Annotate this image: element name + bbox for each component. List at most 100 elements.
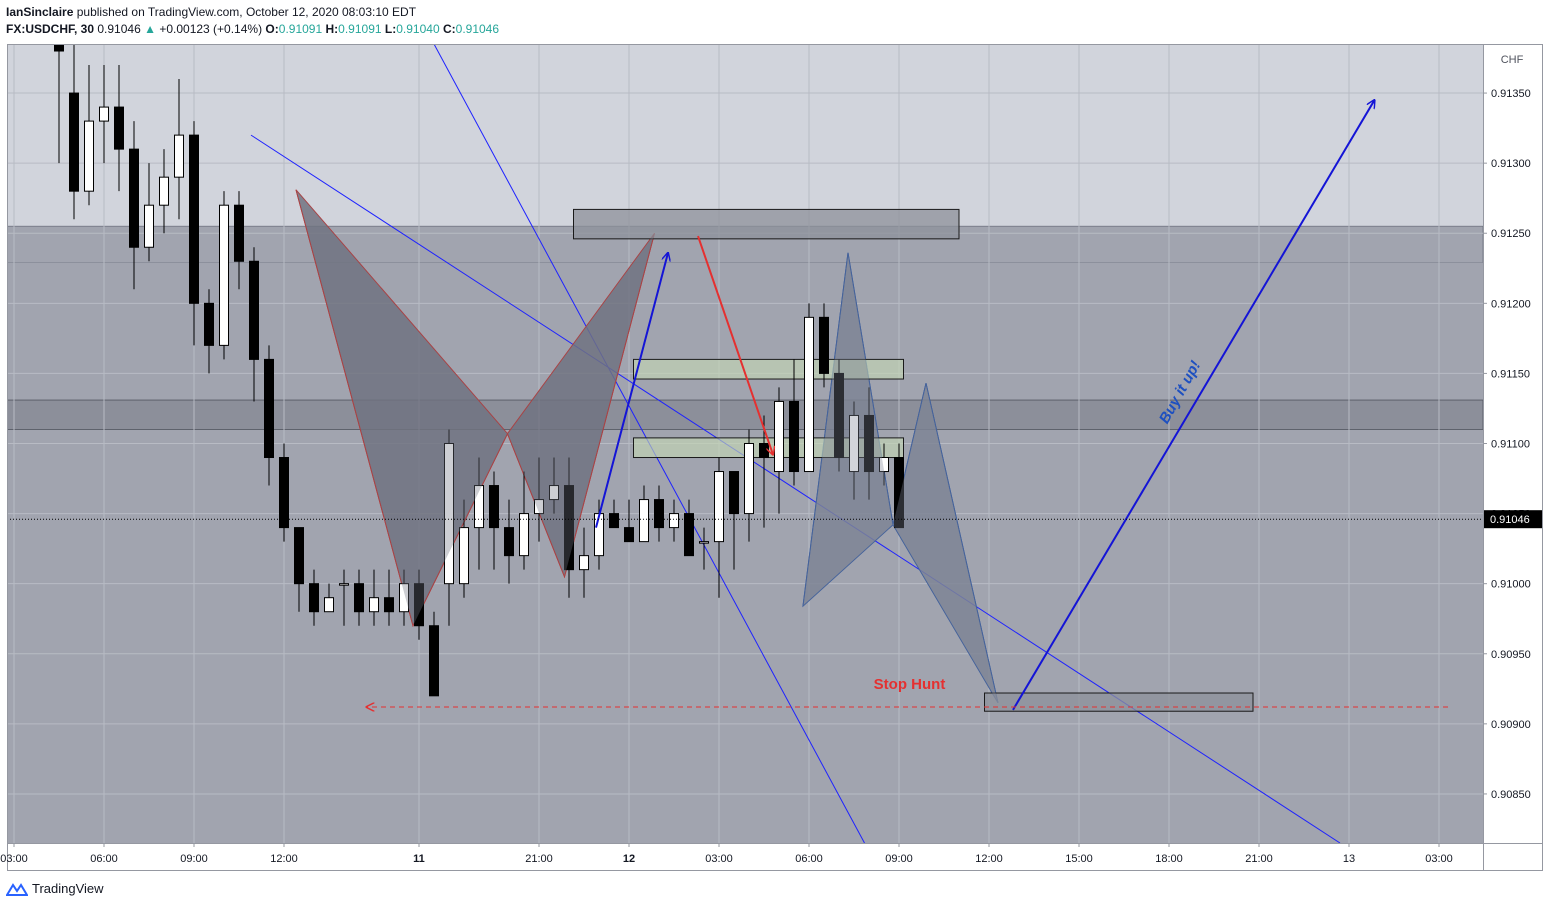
last-price-tag bbox=[1484, 510, 1542, 529]
bull-candle-body bbox=[699, 541, 709, 544]
candle bbox=[99, 65, 109, 164]
x-tick-label: 12:00 bbox=[975, 853, 1003, 865]
currency-label: CHF bbox=[1501, 54, 1524, 66]
x-tick-label: 21:00 bbox=[1245, 853, 1273, 865]
bull-candle-body bbox=[474, 485, 484, 529]
low-value: 0.91040 bbox=[396, 22, 440, 36]
x-tick-label: 15:00 bbox=[1065, 853, 1093, 865]
footer-brand[interactable]: TradingView bbox=[32, 881, 104, 896]
candle bbox=[264, 345, 274, 486]
bear-candle-body bbox=[429, 625, 439, 697]
x-tick-label: 06:00 bbox=[90, 853, 118, 865]
ohlc-legend: FX:USDCHF, 30 0.91046 ▲ +0.00123 (+0.14%… bbox=[6, 22, 499, 36]
candle bbox=[804, 303, 814, 473]
x-tick-label: 03:00 bbox=[705, 853, 733, 865]
x-tick-label: 09:00 bbox=[885, 853, 913, 865]
red-arrow bbox=[697, 235, 773, 455]
chart-annotation: Stop Hunt bbox=[874, 676, 946, 693]
open-value: 0.91091 bbox=[278, 22, 323, 36]
x-tick-label: 06:00 bbox=[795, 853, 823, 865]
bear-candle-body bbox=[729, 471, 739, 515]
bear-candle-body bbox=[489, 485, 499, 529]
candle bbox=[234, 191, 244, 290]
candle bbox=[609, 499, 619, 529]
y-tick-label: 0.91250 bbox=[1491, 228, 1531, 240]
blue-arrow bbox=[595, 253, 668, 528]
bull-candle-body bbox=[324, 597, 334, 613]
bull-candle-body bbox=[369, 597, 379, 613]
bull-candle-body bbox=[459, 527, 469, 585]
bear-candle-body bbox=[654, 499, 664, 529]
candle bbox=[879, 443, 889, 486]
y-tick-label: 0.91100 bbox=[1491, 439, 1530, 451]
candle bbox=[279, 443, 289, 542]
publish-info: published on TradingView.com, October 12… bbox=[76, 5, 417, 19]
x-tick-label: 09:00 bbox=[180, 853, 208, 865]
bull-candle-body bbox=[399, 583, 409, 613]
candle bbox=[414, 569, 424, 640]
last-price: 0.91046 bbox=[97, 22, 141, 36]
bull-candle-body bbox=[804, 316, 814, 473]
candle bbox=[534, 457, 544, 542]
bear-candle-body bbox=[504, 527, 514, 557]
candle bbox=[699, 527, 709, 570]
close-label: C: bbox=[442, 22, 456, 36]
candle bbox=[504, 499, 514, 584]
publisher-name[interactable]: IanSinclaire bbox=[6, 5, 74, 19]
x-tick-label: 12 bbox=[623, 853, 635, 865]
candle bbox=[114, 65, 124, 192]
candle bbox=[324, 583, 334, 613]
candle bbox=[339, 569, 349, 626]
candle bbox=[669, 499, 679, 542]
up-triangle-icon: ▲ bbox=[144, 22, 156, 36]
candle bbox=[69, 44, 79, 220]
candle bbox=[399, 569, 409, 626]
bull-candle-body bbox=[219, 204, 229, 346]
candle bbox=[834, 359, 844, 472]
bull-candle-body bbox=[639, 499, 649, 543]
pattern-overlay bbox=[893, 383, 998, 703]
candle bbox=[744, 429, 754, 542]
bear-candle-body bbox=[189, 134, 199, 304]
bull-candle-body bbox=[84, 120, 94, 192]
candle bbox=[639, 485, 649, 543]
bull-candle-body bbox=[444, 443, 454, 585]
candle bbox=[714, 457, 724, 598]
x-tick-label: 21:00 bbox=[525, 853, 553, 865]
y-tick-label: 0.90950 bbox=[1491, 649, 1531, 661]
candles bbox=[54, 44, 904, 697]
y-tick-label: 0.90900 bbox=[1491, 719, 1531, 731]
price-scale-background bbox=[1483, 44, 1543, 843]
bull-candle-body bbox=[879, 457, 889, 473]
candle bbox=[294, 527, 304, 612]
bull-candle-body bbox=[549, 485, 559, 501]
bull-candle-body bbox=[99, 106, 109, 122]
y-tick-label: 0.91350 bbox=[1491, 88, 1531, 100]
bear-candle-body bbox=[789, 400, 799, 473]
blue-arrow bbox=[1012, 100, 1375, 711]
close-value: 0.91046 bbox=[455, 22, 500, 36]
y-tick-label: 0.91200 bbox=[1491, 298, 1531, 310]
bull-candle-body bbox=[174, 134, 184, 178]
bull-candle-body bbox=[849, 414, 859, 473]
tradingview-logo-icon bbox=[6, 882, 28, 896]
candle bbox=[459, 499, 469, 598]
bear-candle-body bbox=[834, 372, 844, 459]
bear-candle-body bbox=[759, 443, 769, 459]
y-tick-label: 0.91000 bbox=[1491, 579, 1531, 591]
pattern-overlay bbox=[296, 189, 508, 626]
x-tick-label: 03:00 bbox=[0, 853, 28, 865]
trendline bbox=[250, 134, 1341, 843]
candle bbox=[579, 527, 589, 598]
candle bbox=[849, 401, 859, 500]
candle bbox=[129, 121, 139, 290]
candle bbox=[84, 65, 94, 206]
high-value: 0.91091 bbox=[338, 22, 382, 36]
candle bbox=[894, 443, 904, 529]
candle bbox=[519, 471, 529, 570]
candle bbox=[174, 79, 184, 220]
bear-candle-body bbox=[414, 583, 424, 627]
candle bbox=[384, 569, 394, 626]
bull-candle-body bbox=[519, 513, 529, 557]
